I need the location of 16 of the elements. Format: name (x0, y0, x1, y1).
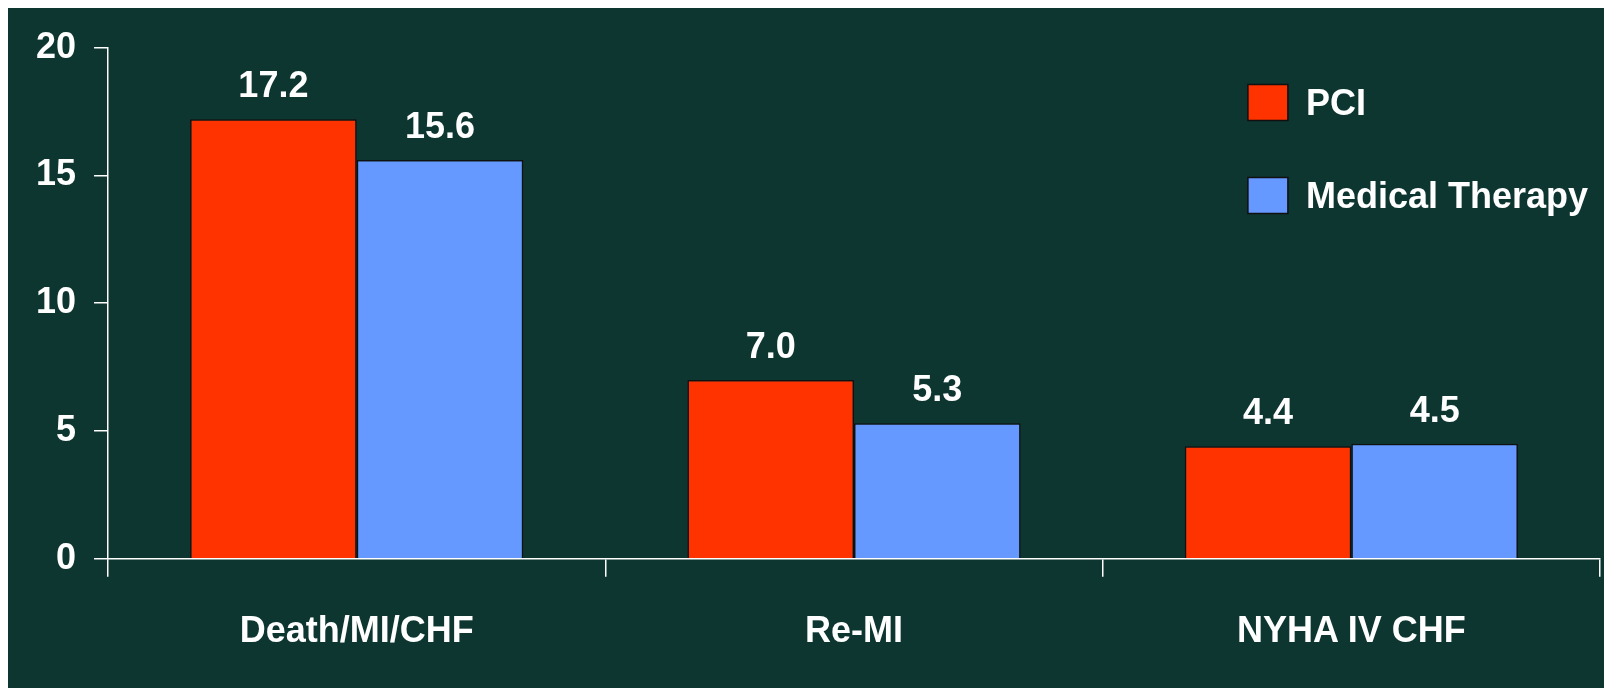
data-label: 4.5 (1409, 388, 1460, 430)
y-tick-label: 15 (36, 152, 77, 194)
y-tick-label: 0 (56, 535, 77, 577)
y-tick-label: 5 (56, 407, 77, 449)
y-tick-label: 20 (36, 24, 77, 66)
x-tick-label: NYHA IV CHF (1237, 609, 1466, 651)
legend-label: Medical Therapy (1305, 174, 1588, 216)
x-tick-label: Death/MI/CHF (239, 609, 474, 651)
data-label: 4.4 (1243, 391, 1294, 433)
data-label: 17.2 (238, 64, 309, 106)
data-label: 7.0 (745, 324, 796, 366)
data-label: 15.6 (404, 104, 476, 146)
y-tick-label: 10 (36, 280, 77, 322)
data-label: 5.3 (912, 368, 963, 410)
x-tick-label: Re-MI (805, 609, 904, 651)
legend-label: PCI (1305, 81, 1366, 123)
